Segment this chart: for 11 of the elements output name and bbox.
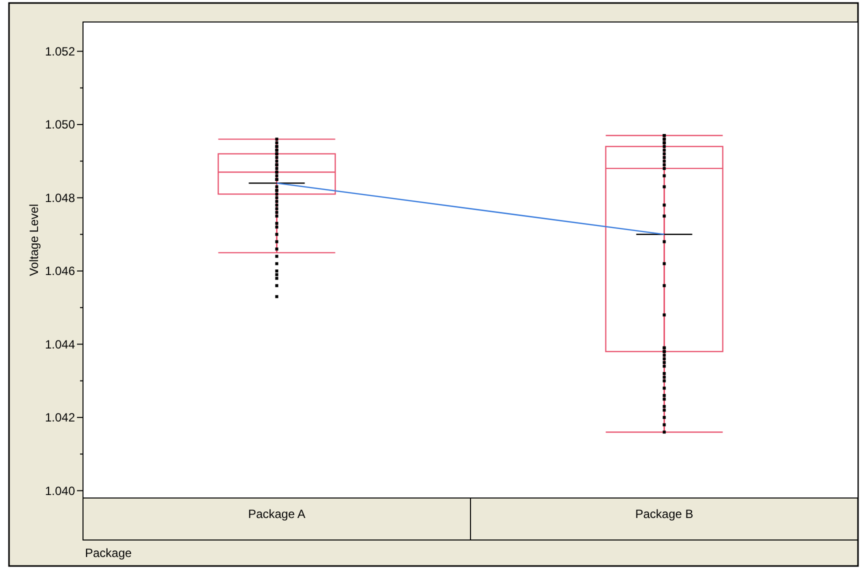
y-tick-label: 1.042 xyxy=(44,410,76,425)
y-tick-label: 1.046 xyxy=(44,264,76,278)
y-tick-label: 1.050 xyxy=(44,118,76,132)
y-tick-label: 1.052 xyxy=(44,44,76,58)
x-tick-label: Package B xyxy=(635,507,694,521)
x-axis-title: Package xyxy=(85,546,132,560)
y-tick-label: 1.044 xyxy=(44,337,76,352)
y-tick-label: 1.048 xyxy=(44,190,76,205)
x-tick-label: Package A xyxy=(248,507,306,521)
y-tick-label: 1.040 xyxy=(44,484,76,498)
y-axis-title: Voltage Level xyxy=(27,204,41,276)
